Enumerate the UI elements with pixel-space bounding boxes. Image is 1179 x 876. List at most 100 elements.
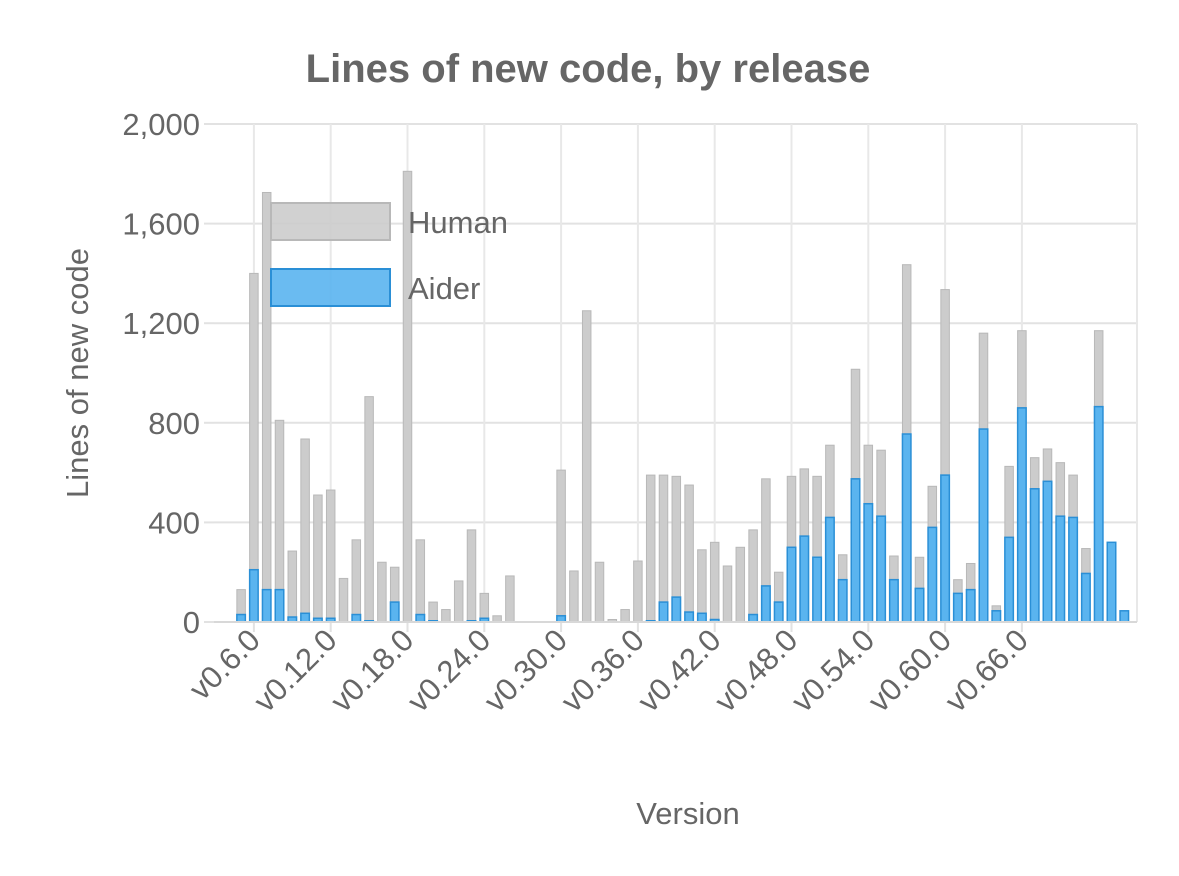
bar-human: [428, 601, 438, 622]
bar-aider: [261, 588, 272, 623]
bar-group: [952, 579, 963, 623]
legend-label: Human: [408, 205, 508, 240]
bar-aider: [965, 588, 976, 623]
bar-human: [722, 565, 733, 623]
bar-group: [441, 609, 451, 623]
y-axis: 0 400 800 1,200 1,600 2,000: [122, 107, 214, 640]
bar-group: [377, 561, 387, 623]
bar-group: [748, 529, 759, 623]
bar-aider: [837, 578, 848, 623]
bar-group: [837, 554, 848, 623]
bar-aider: [351, 613, 362, 623]
bar-human: [1017, 330, 1027, 409]
bar-human: [633, 560, 643, 623]
bar-group: [876, 449, 887, 623]
bar-group: [364, 396, 375, 623]
bar-aider: [1029, 488, 1040, 623]
legend: Human Aider: [270, 202, 508, 307]
bar-human: [581, 310, 592, 623]
bar-aider: [914, 587, 925, 623]
bar-aider: [671, 596, 682, 623]
bar-aider: [389, 601, 400, 623]
bar-human: [274, 419, 285, 591]
bar-group: [1016, 330, 1027, 623]
bar-human: [1068, 474, 1078, 518]
legend-swatch: [270, 202, 391, 241]
bar-group: [824, 444, 835, 623]
bar-group: [236, 589, 247, 623]
bar-group: [415, 539, 426, 623]
bar-aider: [773, 601, 784, 623]
bar-group: [1093, 330, 1104, 623]
bar-human: [645, 474, 656, 622]
bar-group: [978, 332, 989, 623]
bar-group: [940, 289, 951, 623]
bar-group: [901, 264, 912, 623]
bar-group: [773, 571, 784, 623]
bar-group: [261, 191, 272, 623]
y-tick-label: 1,600: [122, 207, 200, 242]
bar-human: [249, 272, 259, 571]
bar-human: [850, 368, 861, 480]
bar-human: [364, 396, 374, 622]
bar-aider: [236, 613, 247, 623]
bar-group: [671, 475, 682, 623]
bar-human: [837, 554, 848, 581]
bar-aider: [696, 612, 707, 623]
y-tick-label: 0: [183, 605, 200, 640]
bar-group: [1119, 610, 1130, 623]
bar-group: [799, 468, 810, 623]
bar-human: [338, 577, 349, 623]
bar-group: [633, 560, 643, 623]
bar-human: [1004, 465, 1014, 538]
bar-aider: [812, 556, 823, 623]
bar-aider: [978, 428, 989, 623]
bar-group: [696, 549, 707, 623]
bar-group: [274, 419, 285, 623]
bar-aider: [863, 502, 874, 623]
bar-aider: [760, 585, 771, 623]
bar-aider: [786, 546, 797, 623]
bar-group: [1029, 457, 1040, 623]
bar-human: [786, 475, 797, 548]
bar-group: [1106, 541, 1117, 623]
bar-group: [850, 368, 861, 623]
bar-human: [313, 494, 323, 619]
bar-human: [940, 289, 950, 476]
bar-human: [748, 529, 758, 616]
bar-group: [1042, 448, 1053, 623]
bar-group: [786, 475, 797, 623]
bar-group: [594, 561, 605, 623]
legend-swatch: [270, 268, 391, 307]
bar-group: [569, 570, 579, 623]
bar-human: [300, 438, 310, 614]
bar-group: [287, 550, 298, 623]
bar-aider: [1016, 407, 1027, 623]
bar-group: [248, 272, 259, 623]
y-axis-label: Lines of new code: [60, 248, 95, 498]
bar-human: [556, 469, 566, 617]
bar-human: [735, 546, 746, 623]
bar-aider: [1042, 480, 1053, 623]
bar-group: [684, 484, 695, 623]
bar-human: [889, 555, 899, 581]
bar-human: [620, 609, 630, 623]
bar-aider: [1055, 515, 1066, 623]
bar-group: [735, 546, 746, 623]
bar-group: [620, 609, 630, 623]
bar-human: [901, 264, 912, 435]
bar-human: [594, 561, 605, 623]
bar-group: [991, 605, 1002, 623]
bar-group: [479, 592, 490, 623]
bar-group: [466, 529, 477, 623]
bar-aider: [248, 568, 259, 623]
bar-aider: [274, 588, 285, 623]
bar-group: [1080, 548, 1091, 623]
bar-human: [658, 474, 669, 603]
bar-human: [377, 561, 387, 623]
bar-group: [325, 489, 336, 623]
bar-group: [760, 478, 771, 623]
bar-aider: [901, 433, 912, 623]
